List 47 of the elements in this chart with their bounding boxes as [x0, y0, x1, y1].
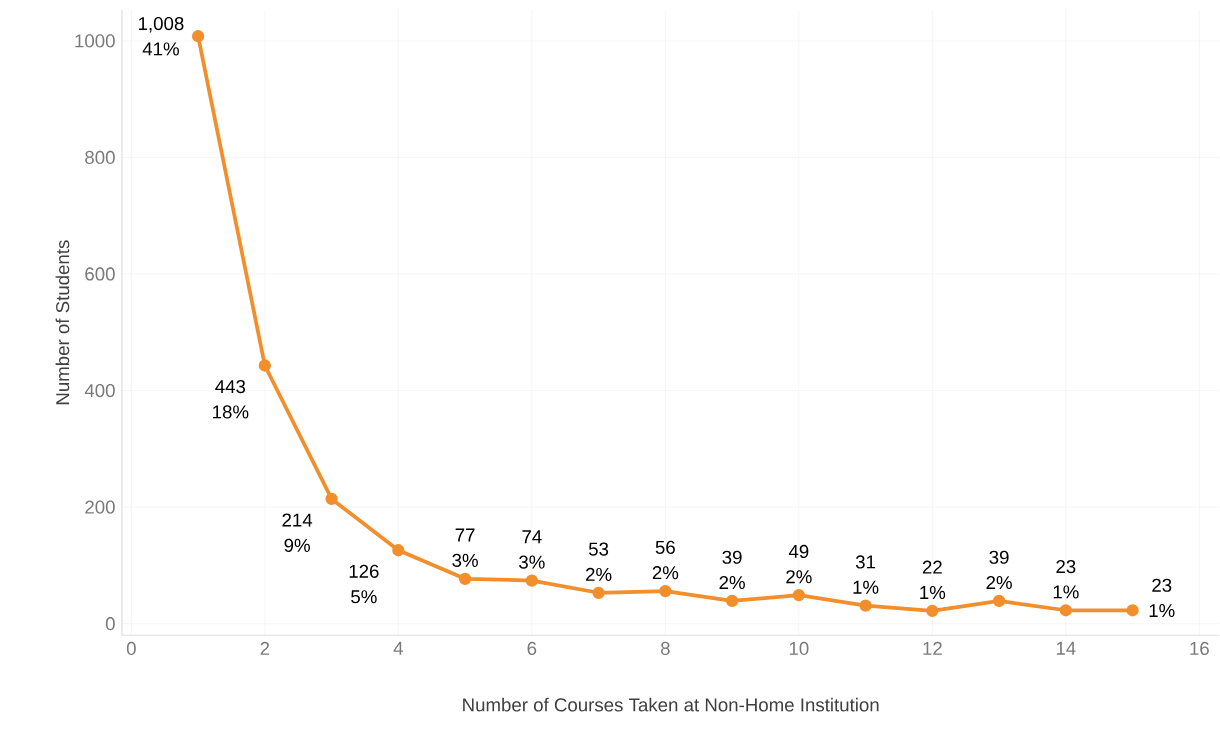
- point: [392, 544, 405, 557]
- data-label: 1,008 41%: [139, 16, 184, 56]
- point: [725, 594, 739, 608]
- point: [792, 588, 805, 602]
- data-label: 214 9%: [282, 513, 313, 552]
- y-tick-label: 0: [105, 617, 115, 631]
- data-label: 126 5%: [349, 564, 379, 604]
- x-tick-label: 2: [260, 641, 270, 655]
- x-tick-label: 16: [1190, 641, 1209, 656]
- y-tick-label: 800: [85, 150, 115, 165]
- y-axis-title: Number of Students: [55, 240, 70, 405]
- data-label: 39 2%: [986, 550, 1012, 590]
- point: [1059, 604, 1072, 617]
- data-label: 56 2%: [652, 540, 679, 580]
- point: [525, 574, 538, 587]
- y-tick-label: 1000: [75, 34, 115, 48]
- data-label: 77 3%: [452, 528, 478, 567]
- data-label: 443 18%: [213, 379, 249, 419]
- point: [992, 594, 1006, 608]
- x-tick-label: 4: [393, 641, 403, 655]
- data-label: 49 2%: [786, 544, 812, 584]
- data-label: 31 1%: [853, 555, 879, 594]
- y-tick-label: 600: [85, 267, 115, 281]
- point: [258, 359, 271, 372]
- point: [659, 584, 672, 598]
- point: [1126, 604, 1139, 617]
- point: [926, 604, 939, 617]
- data-label: 22 1%: [920, 560, 946, 600]
- point: [325, 492, 338, 506]
- y-tick-label: 200: [85, 500, 115, 514]
- x-tick-label: 8: [660, 641, 670, 656]
- point: [458, 572, 472, 585]
- y-tick-label: 400: [84, 383, 115, 398]
- x-tick-label: 14: [1056, 641, 1076, 655]
- point: [592, 586, 605, 599]
- data-label: 23 1%: [1149, 578, 1175, 618]
- x-tick-label: 12: [923, 641, 942, 655]
- point: [859, 599, 872, 612]
- data-label: 39 2%: [719, 550, 745, 590]
- data-label: 53 2%: [586, 542, 612, 581]
- data-label: 74 3%: [519, 530, 545, 569]
- x-tick-label: 0: [126, 641, 136, 656]
- point: [191, 30, 205, 43]
- x-tick-label: 6: [527, 641, 537, 656]
- x-tick-label: 10: [789, 641, 809, 656]
- x-axis-title: Number of Courses Taken at Non-Home Institution: [463, 697, 879, 712]
- data-label: 23 1%: [1053, 559, 1079, 599]
